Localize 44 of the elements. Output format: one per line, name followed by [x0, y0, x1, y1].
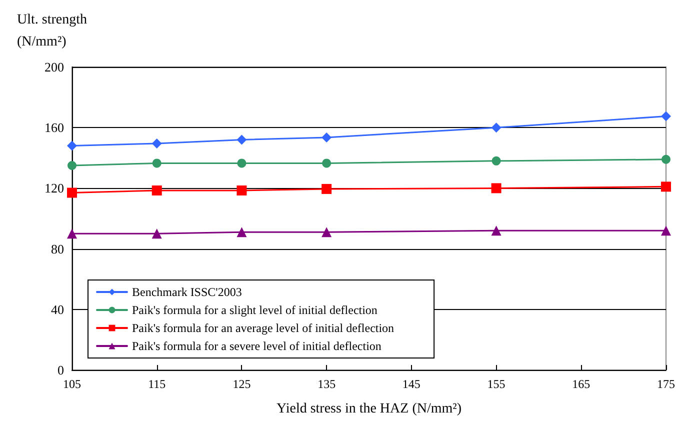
point: [322, 227, 332, 238]
legend-label: Paik's formula for a slight level of initial deflection: [132, 303, 378, 317]
point: [491, 183, 502, 194]
point: [67, 140, 77, 151]
legend-label: Benchmark ISSC'2003: [132, 285, 242, 299]
y-tick-label: 80: [51, 241, 64, 256]
point: [67, 228, 77, 239]
y-tick-label: 40: [51, 302, 64, 317]
point: [662, 154, 670, 164]
point: [67, 188, 77, 198]
point: [237, 158, 246, 168]
legend-label: Paik's formula for an average level of initial deflection: [132, 321, 394, 335]
point: [322, 132, 332, 142]
point: [322, 158, 332, 168]
y-tick-label: 160: [44, 120, 64, 136]
point: [152, 158, 162, 168]
x-tick-label: 115: [148, 377, 166, 391]
x-tick-label: 145: [402, 377, 420, 391]
point: [661, 111, 671, 122]
point: [152, 185, 162, 196]
point: [492, 156, 501, 166]
x-tick-label: 155: [487, 377, 506, 391]
point: [322, 184, 332, 194]
x-tick-label: 125: [232, 377, 251, 391]
y-tick-label: 200: [44, 60, 64, 74]
y-axis-title: Ult. strength (N/mm²): [17, 12, 87, 50]
legend-label: Paik's formula for a severe level of initial deflection: [132, 339, 382, 353]
point: [152, 138, 162, 149]
point: [68, 160, 76, 170]
point: [491, 226, 502, 236]
point: [661, 226, 671, 236]
y-tick-label: 0: [58, 362, 64, 378]
point: [491, 122, 502, 133]
point: [236, 227, 247, 238]
x-tick-label: 105: [63, 377, 81, 391]
point: [152, 228, 162, 239]
point: [236, 185, 247, 196]
x-tick-label: 165: [572, 377, 590, 391]
x-axis-title: Yield stress in the HAZ (N/mm²): [276, 402, 462, 416]
y-tick-label: 120: [44, 180, 64, 196]
point: [661, 182, 671, 192]
x-tick-label: 175: [657, 377, 675, 391]
point: [236, 134, 247, 145]
x-tick-label: 135: [318, 377, 336, 391]
